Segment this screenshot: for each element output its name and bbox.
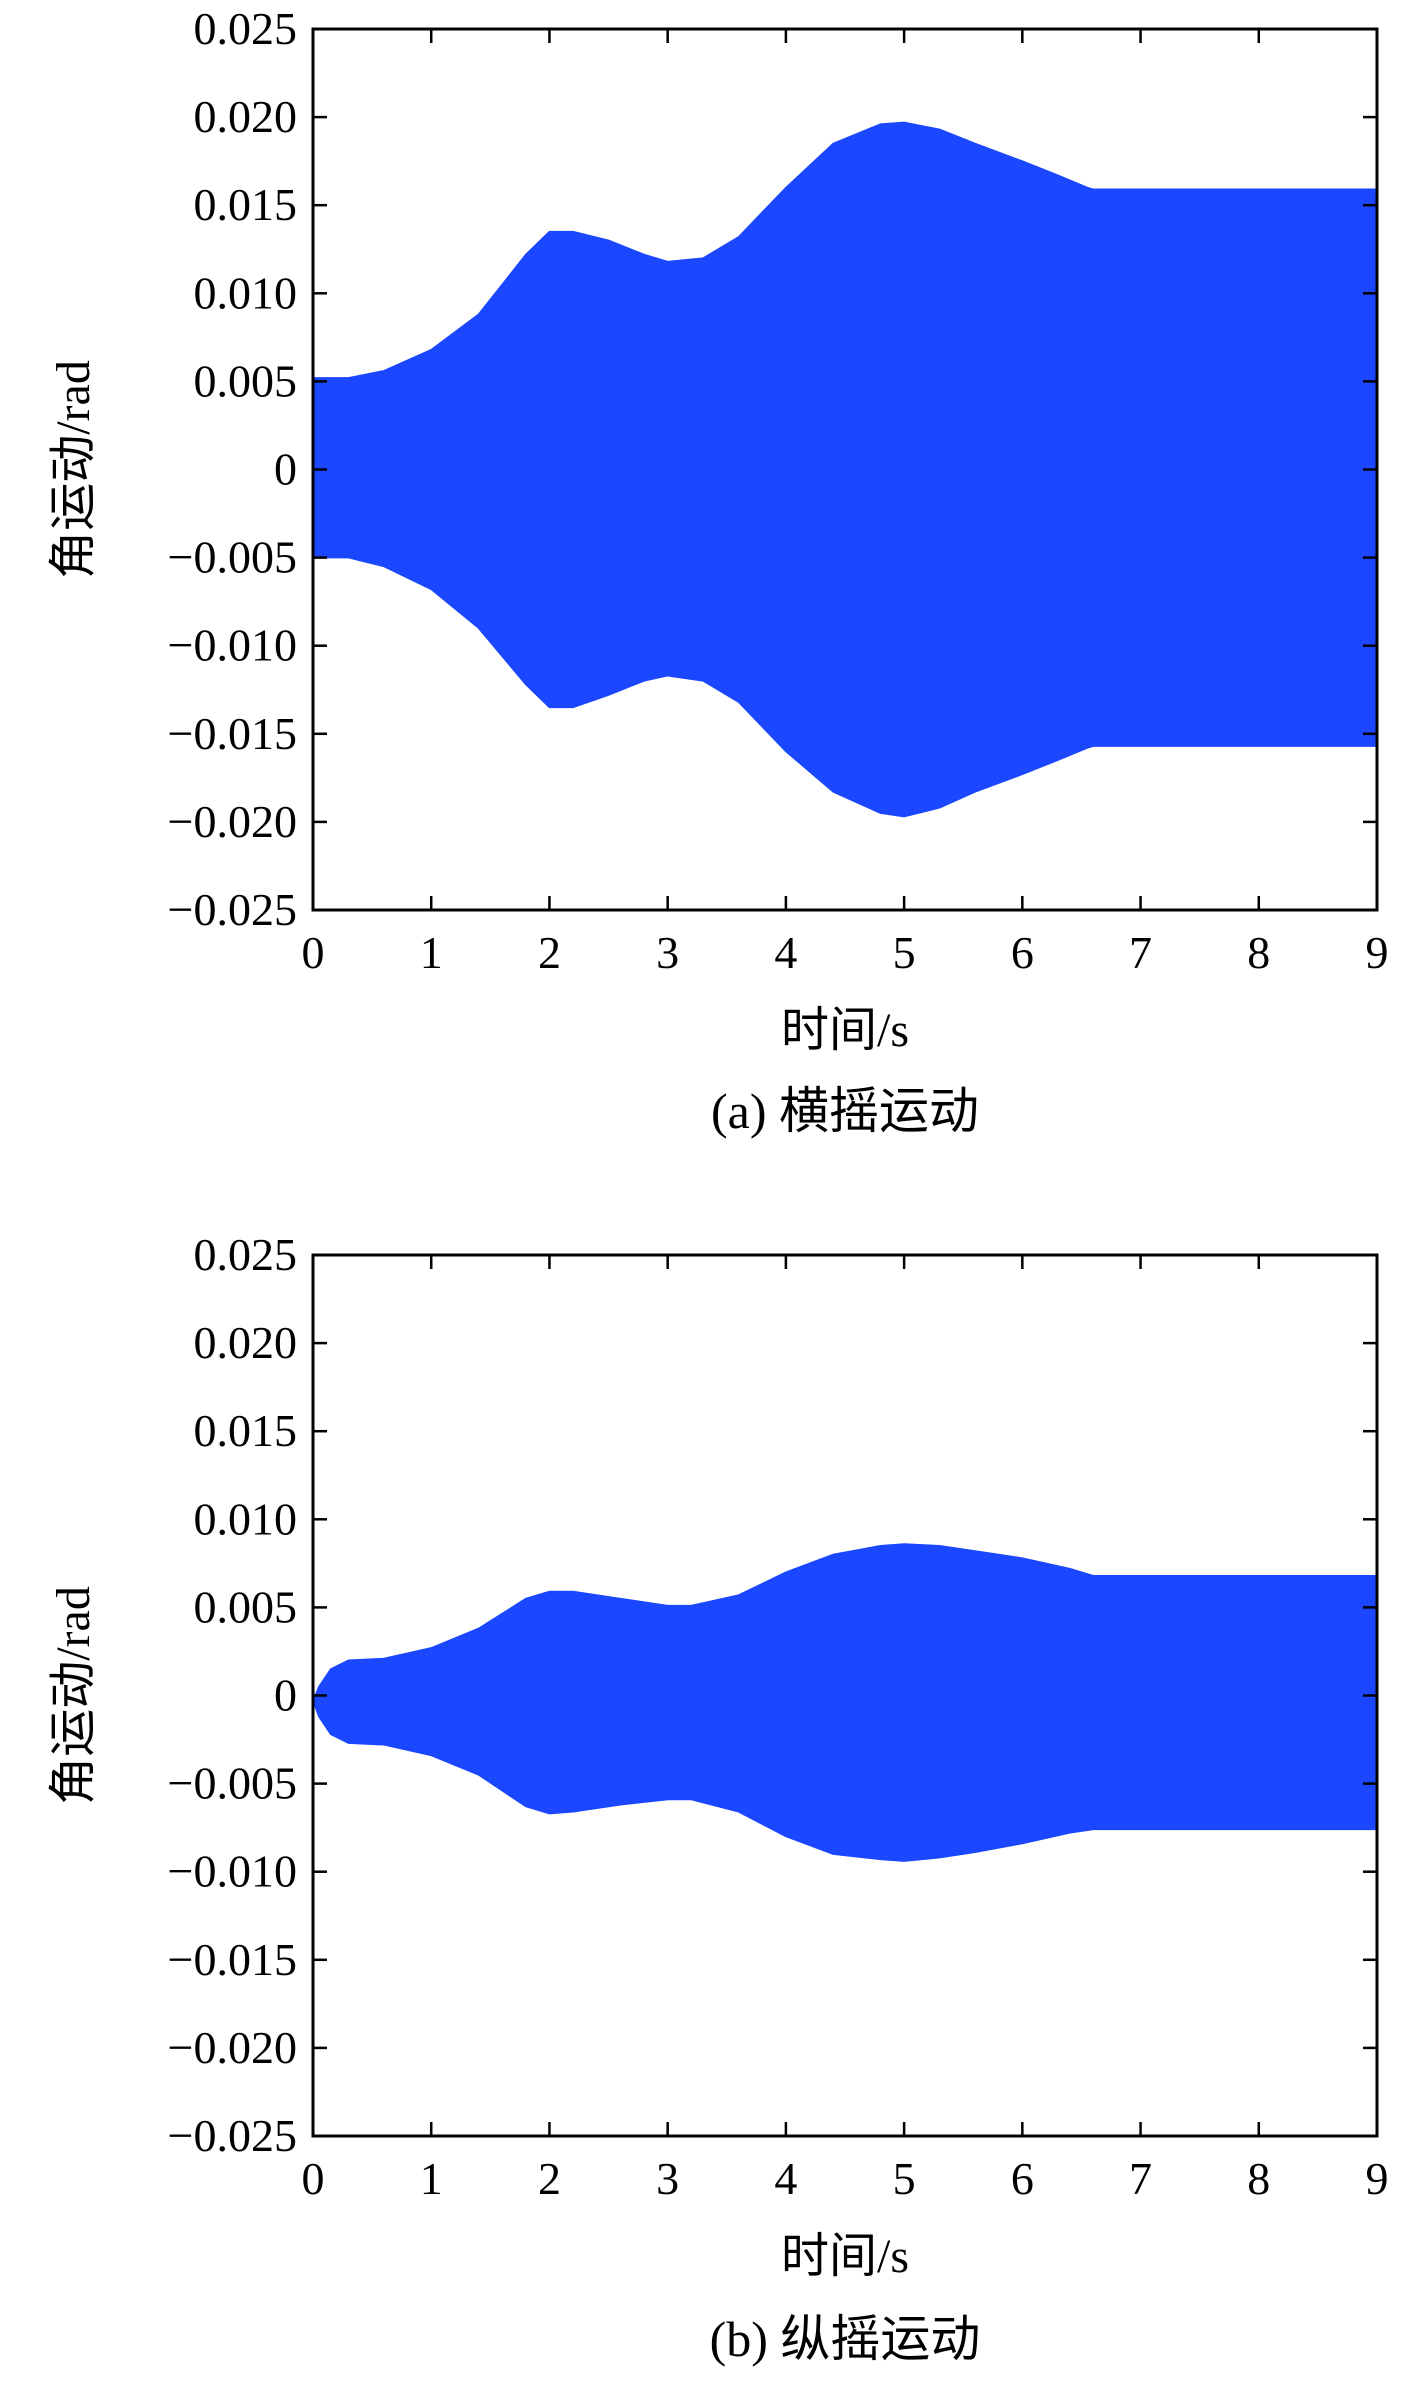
x-tick-labels: 0 1 2 3 4 5 6 7 8 9 [302,2153,1389,2204]
x-tick-label: 6 [1011,2153,1034,2204]
x-tick-label: 2 [538,927,561,978]
x-tick-label: 1 [420,927,443,978]
y-tick-label: 0.025 [194,1229,298,1280]
x-tick-label: 1 [420,2153,443,2204]
chart-panel-b: 0.025 0.020 0.015 0.010 0.005 0 −0.005 −… [47,1229,1388,2367]
y-tick-label: −0.010 [168,1846,297,1897]
y-tick-label: −0.020 [168,2022,297,2073]
y-tick-label: 0 [274,1670,297,1721]
y-tick-label: 0.010 [194,267,298,318]
y-tick-label: −0.020 [168,796,297,847]
y-tick-labels: 0.025 0.020 0.015 0.010 0.005 0 −0.005 −… [168,1229,297,2161]
series-envelope [312,121,1378,818]
x-tick-label: 4 [774,927,797,978]
x-tick-label: 8 [1247,2153,1270,2204]
y-tick-label: 0.025 [194,3,298,54]
tick-marks [311,1253,1379,2138]
y-tick-label: −0.005 [168,1758,297,1809]
y-tick-label: −0.025 [168,884,297,935]
x-tick-label: 7 [1129,927,1152,978]
x-tick-label: 9 [1366,927,1389,978]
x-tick-label: 3 [656,927,679,978]
x-tick-label: 3 [656,2153,679,2204]
x-tick-label: 0 [302,2153,325,2204]
y-tick-labels: 0.025 0.020 0.015 0.010 0.005 0 −0.005 −… [168,3,297,935]
y-tick-label: −0.015 [168,708,297,759]
x-tick-label: 4 [774,2153,797,2204]
y-tick-label: 0.015 [194,179,298,230]
y-tick-label: 0.005 [194,1581,298,1632]
y-tick-label: −0.015 [168,1934,297,1985]
x-tick-label: 0 [302,927,325,978]
x-tick-label: 6 [1011,927,1034,978]
x-axis-label: 时间/s [781,2230,909,2283]
plot-area [312,1543,1378,1862]
y-tick-label: 0 [274,444,297,495]
chart-caption: (b) 纵摇运动 [710,2311,981,2367]
y-axis-label: 角运动/rad [47,1586,100,1805]
y-tick-label: −0.010 [168,620,297,671]
x-tick-label: 5 [893,927,916,978]
y-tick-label: 0.020 [194,91,298,142]
x-tick-label: 2 [538,2153,561,2204]
chart-caption: (a) 横摇运动 [711,1083,979,1139]
y-tick-label: 0.010 [194,1493,298,1544]
chart-panel-a: 0.025 0.020 0.015 0.010 0.005 0 −0.005 −… [47,3,1388,1139]
y-tick-label: −0.025 [168,2110,297,2161]
x-tick-label: 9 [1366,2153,1389,2204]
y-tick-label: 0.005 [194,355,298,406]
x-tick-label: 7 [1129,2153,1152,2204]
plot-area [312,121,1378,818]
y-axis-label: 角运动/rad [47,360,100,579]
series-envelope [312,1543,1378,1862]
y-tick-label: 0.015 [194,1405,298,1456]
x-axis-label: 时间/s [781,1004,909,1057]
y-tick-label: 0.020 [194,1317,298,1368]
tick-marks [311,27,1379,912]
x-tick-labels: 0 1 2 3 4 5 6 7 8 9 [302,927,1389,978]
x-tick-label: 8 [1247,927,1270,978]
y-tick-label: −0.005 [168,532,297,583]
x-tick-label: 5 [893,2153,916,2204]
